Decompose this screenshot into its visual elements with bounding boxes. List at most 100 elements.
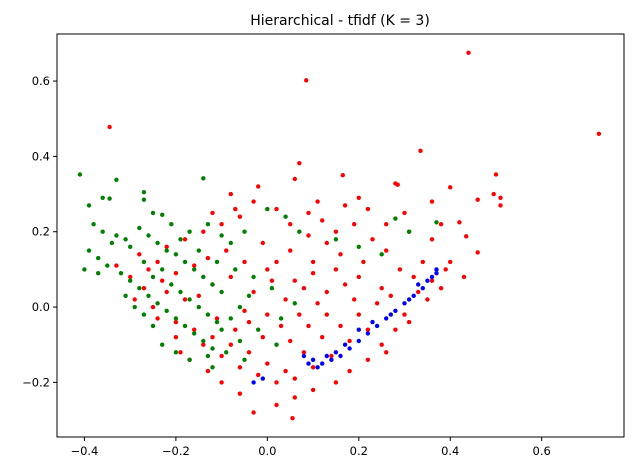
y-tick-label: 0.6 <box>32 74 50 88</box>
data-point <box>356 244 361 249</box>
data-point <box>192 263 197 268</box>
data-point <box>306 233 311 238</box>
data-point <box>107 124 112 130</box>
data-point <box>237 365 243 370</box>
data-point <box>150 274 156 280</box>
data-point <box>219 289 224 295</box>
data-point <box>228 191 233 197</box>
data-point <box>260 376 265 381</box>
data-point <box>178 289 183 295</box>
x-tick-label: 0.0 <box>258 444 276 458</box>
data-point <box>173 319 179 325</box>
data-point <box>379 286 384 291</box>
data-point <box>155 301 160 306</box>
data-point <box>429 278 435 283</box>
data-point <box>425 278 430 283</box>
series-2 <box>251 267 439 385</box>
data-point <box>265 206 270 212</box>
data-point <box>91 222 96 227</box>
data-point <box>77 172 83 177</box>
data-point <box>100 195 105 200</box>
data-point <box>160 267 165 272</box>
data-point <box>137 252 142 257</box>
data-point <box>205 222 211 227</box>
data-point <box>242 259 247 265</box>
data-point <box>448 259 453 265</box>
data-point <box>297 161 302 166</box>
data-point <box>182 259 188 265</box>
data-point <box>105 263 110 268</box>
data-point <box>434 267 439 272</box>
data-point <box>397 267 403 272</box>
data-point <box>146 267 151 272</box>
data-point <box>228 240 233 246</box>
data-point <box>274 402 279 408</box>
data-point <box>292 376 297 381</box>
data-point <box>393 216 398 221</box>
data-point <box>388 293 393 298</box>
data-point <box>420 259 425 265</box>
data-point <box>301 286 307 291</box>
data-point <box>466 50 471 55</box>
data-point <box>329 357 334 362</box>
data-point <box>438 286 444 291</box>
data-point <box>251 199 256 204</box>
data-point <box>274 206 279 212</box>
data-point <box>301 353 307 359</box>
data-point <box>340 173 345 178</box>
data-point <box>86 203 92 208</box>
data-point <box>379 342 384 347</box>
data-point <box>448 185 453 190</box>
data-point <box>379 252 384 257</box>
data-point <box>219 327 224 332</box>
data-point <box>333 350 339 355</box>
data-point <box>411 293 416 298</box>
data-point <box>416 282 421 287</box>
data-point <box>356 327 361 332</box>
data-point <box>393 308 398 313</box>
data-point <box>310 365 316 370</box>
data-point <box>114 177 119 182</box>
data-point <box>128 278 133 283</box>
data-point <box>219 380 224 385</box>
data-point <box>210 210 215 216</box>
data-point <box>420 286 425 291</box>
plot-frame <box>56 33 625 438</box>
data-point <box>278 323 284 329</box>
data-point <box>201 338 206 344</box>
data-point <box>132 304 137 310</box>
data-point <box>201 274 206 280</box>
series-1 <box>77 172 439 370</box>
data-point <box>338 252 343 257</box>
x-tick-label: 0.2 <box>350 444 368 458</box>
data-point <box>237 391 243 396</box>
data-point <box>182 323 188 329</box>
data-point <box>224 350 229 355</box>
data-point <box>242 308 247 313</box>
data-point <box>475 197 480 202</box>
data-point <box>475 250 480 255</box>
data-point <box>297 229 302 234</box>
data-point <box>347 368 352 374</box>
data-point <box>146 233 151 238</box>
data-point <box>114 263 119 268</box>
data-point <box>315 199 320 204</box>
data-point <box>418 148 423 153</box>
data-point <box>187 357 192 362</box>
data-point <box>315 301 320 306</box>
data-point <box>365 357 371 362</box>
data-point <box>411 274 416 280</box>
data-point <box>96 271 101 276</box>
data-point <box>182 297 188 302</box>
y-tick-label: −0.2 <box>22 375 50 389</box>
data-point <box>128 244 133 249</box>
data-point <box>155 240 160 246</box>
data-point <box>82 267 87 272</box>
data-point <box>388 312 393 317</box>
y-tick-label: 0.4 <box>32 149 50 163</box>
y-tick-label: 0.0 <box>32 300 50 314</box>
x-tick-label: 0.6 <box>533 444 551 458</box>
data-point <box>406 297 412 302</box>
data-point <box>260 240 265 246</box>
data-point <box>384 350 389 355</box>
